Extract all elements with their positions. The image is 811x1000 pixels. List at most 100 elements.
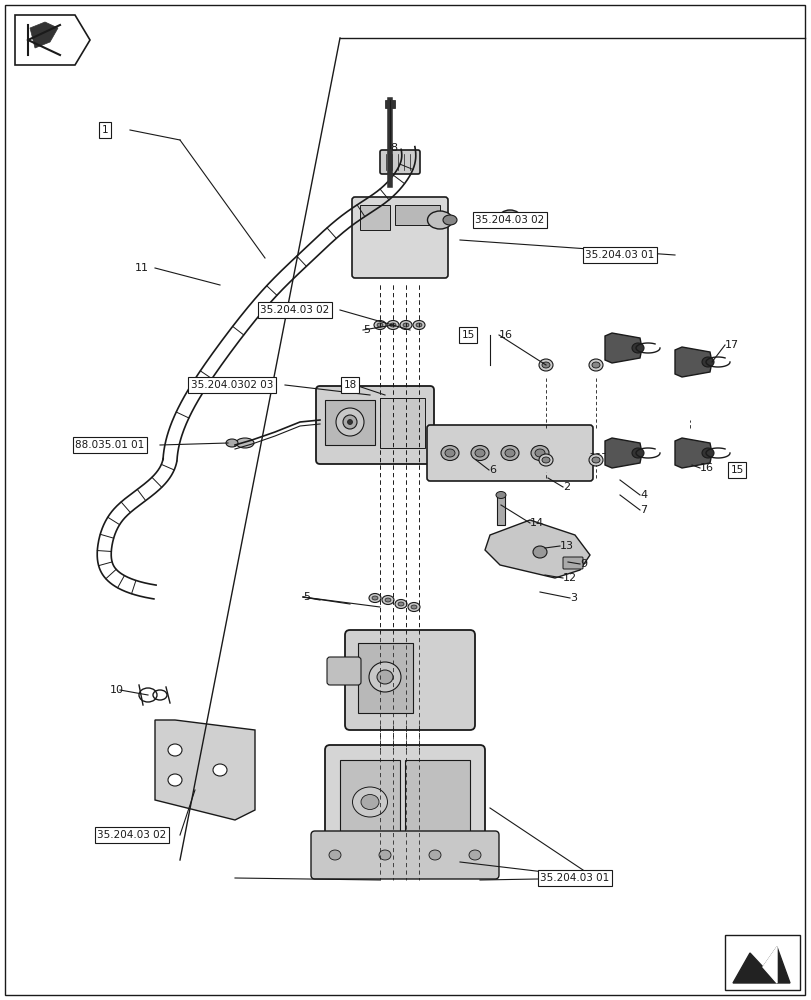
Ellipse shape	[702, 448, 713, 458]
Ellipse shape	[440, 446, 458, 460]
Text: 2: 2	[562, 482, 569, 492]
Text: 4: 4	[639, 490, 646, 500]
Ellipse shape	[394, 599, 406, 608]
Polygon shape	[762, 947, 776, 983]
Text: 35.204.0302 03: 35.204.0302 03	[191, 380, 272, 390]
Text: 11: 11	[135, 263, 148, 273]
Ellipse shape	[541, 362, 549, 368]
Ellipse shape	[702, 357, 713, 367]
Bar	[496, 495, 504, 525]
Ellipse shape	[402, 323, 409, 327]
Text: 7: 7	[639, 505, 646, 515]
Text: 14: 14	[530, 518, 543, 528]
Text: 16: 16	[699, 463, 713, 473]
Text: 5: 5	[363, 325, 370, 335]
Ellipse shape	[539, 359, 552, 371]
Ellipse shape	[374, 320, 385, 330]
Ellipse shape	[413, 320, 424, 330]
Ellipse shape	[469, 850, 480, 860]
Ellipse shape	[225, 439, 238, 447]
Text: 88.035.01 01: 88.035.01 01	[75, 440, 144, 450]
FancyBboxPatch shape	[351, 197, 448, 278]
Ellipse shape	[415, 323, 422, 327]
Text: 9: 9	[579, 559, 586, 569]
Ellipse shape	[470, 446, 488, 460]
Ellipse shape	[504, 449, 514, 457]
Text: 35.204.03 01: 35.204.03 01	[539, 873, 609, 883]
Ellipse shape	[371, 596, 378, 600]
Bar	[724, 935, 799, 990]
Polygon shape	[604, 438, 642, 468]
Ellipse shape	[168, 774, 182, 786]
Ellipse shape	[588, 359, 603, 371]
Text: 1: 1	[101, 125, 108, 135]
Text: 18: 18	[343, 380, 356, 390]
Ellipse shape	[499, 210, 521, 226]
Ellipse shape	[400, 320, 411, 330]
Polygon shape	[15, 15, 90, 65]
Ellipse shape	[361, 794, 379, 809]
Ellipse shape	[591, 457, 599, 463]
Text: 35.204.03 02: 35.204.03 02	[474, 215, 544, 225]
Ellipse shape	[212, 764, 227, 776]
Ellipse shape	[336, 408, 363, 436]
Ellipse shape	[427, 211, 452, 229]
Ellipse shape	[591, 362, 599, 368]
Ellipse shape	[534, 449, 544, 457]
Ellipse shape	[384, 598, 391, 602]
Ellipse shape	[541, 457, 549, 463]
Polygon shape	[674, 438, 711, 468]
Ellipse shape	[376, 670, 393, 684]
Ellipse shape	[379, 850, 391, 860]
Ellipse shape	[387, 320, 398, 330]
Text: 3: 3	[569, 593, 577, 603]
Text: 5: 5	[303, 592, 310, 602]
Ellipse shape	[631, 448, 643, 458]
FancyBboxPatch shape	[315, 386, 433, 464]
Polygon shape	[674, 347, 711, 377]
Ellipse shape	[532, 546, 547, 558]
Ellipse shape	[407, 602, 419, 611]
Bar	[340, 760, 400, 845]
Ellipse shape	[530, 446, 548, 460]
Ellipse shape	[410, 605, 417, 609]
Text: 35.204.03 02: 35.204.03 02	[97, 830, 166, 840]
Text: 12: 12	[562, 573, 577, 583]
FancyBboxPatch shape	[311, 831, 499, 879]
Text: 15: 15	[729, 465, 743, 475]
FancyBboxPatch shape	[380, 150, 419, 174]
Bar	[380, 398, 424, 448]
Bar	[358, 643, 413, 713]
Ellipse shape	[236, 438, 254, 448]
Ellipse shape	[389, 323, 396, 327]
Ellipse shape	[517, 213, 531, 223]
Bar	[359, 205, 389, 230]
Bar	[405, 760, 470, 845]
Ellipse shape	[368, 593, 380, 602]
Polygon shape	[484, 520, 590, 578]
FancyBboxPatch shape	[345, 630, 474, 730]
Ellipse shape	[496, 491, 505, 498]
Text: 8: 8	[389, 143, 397, 153]
Ellipse shape	[474, 449, 484, 457]
Text: 35.204.03 02: 35.204.03 02	[260, 305, 329, 315]
Ellipse shape	[347, 420, 352, 424]
Ellipse shape	[381, 595, 393, 604]
Ellipse shape	[631, 343, 643, 353]
Text: 13: 13	[560, 541, 573, 551]
FancyBboxPatch shape	[327, 657, 361, 685]
Ellipse shape	[539, 454, 552, 466]
Ellipse shape	[168, 744, 182, 756]
Polygon shape	[604, 333, 642, 363]
Polygon shape	[155, 720, 255, 820]
Ellipse shape	[444, 449, 454, 457]
Text: 16: 16	[499, 330, 513, 340]
Ellipse shape	[342, 415, 357, 429]
Polygon shape	[732, 947, 789, 983]
Ellipse shape	[397, 602, 404, 606]
Ellipse shape	[500, 446, 518, 460]
FancyBboxPatch shape	[427, 425, 592, 481]
Ellipse shape	[328, 850, 341, 860]
Bar	[384, 100, 394, 108]
Polygon shape	[30, 22, 58, 48]
